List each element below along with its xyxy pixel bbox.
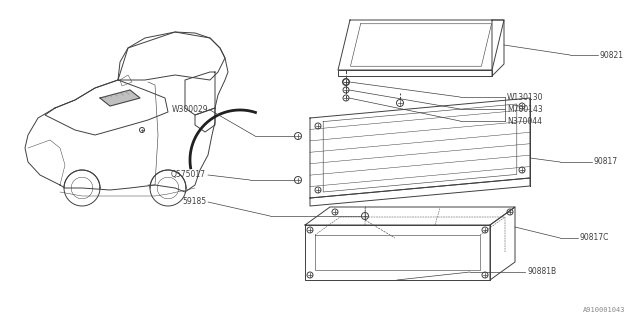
Text: A910001043: A910001043 [582,307,625,313]
Text: 90817C: 90817C [580,234,609,243]
Text: 90821: 90821 [600,51,624,60]
Polygon shape [100,90,140,106]
Text: W130130: W130130 [507,92,543,101]
Text: W300029: W300029 [172,106,208,115]
Text: 90881B: 90881B [527,268,556,276]
Text: M700143: M700143 [507,105,543,114]
Text: 59185: 59185 [182,197,206,206]
Text: 90817: 90817 [594,157,618,166]
Text: N370044: N370044 [507,116,542,125]
Text: Q575017: Q575017 [171,171,206,180]
